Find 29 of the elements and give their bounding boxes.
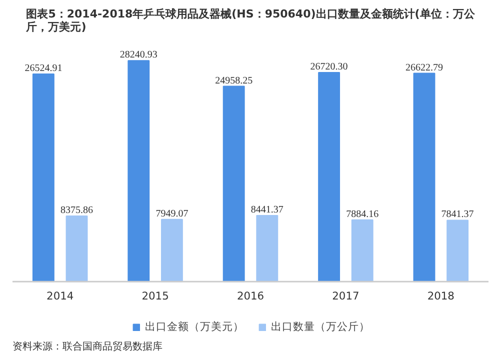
x-tick-label: 2017 bbox=[332, 290, 360, 303]
bar bbox=[160, 218, 183, 282]
legend-label: 出口金额（万美元） bbox=[145, 320, 244, 334]
bar bbox=[222, 86, 245, 282]
bar bbox=[128, 60, 150, 282]
bar bbox=[351, 219, 374, 282]
bar bbox=[256, 215, 278, 282]
data-label: 8441.37 bbox=[250, 204, 284, 216]
x-tick-label: 2014 bbox=[46, 290, 74, 303]
bar bbox=[446, 220, 469, 282]
bar bbox=[413, 72, 436, 282]
text: 资料来源：联合国商品贸易数据库 bbox=[12, 340, 162, 352]
chart-title: 图表5：2014-2018年乒乓球用品及器械(HS：950640)出口数量及金额统计(单位：万公斤，万美元) bbox=[25, 8, 476, 34]
data-label: 24958.25 bbox=[215, 75, 253, 86]
data-label: 8375.86 bbox=[60, 205, 94, 216]
legend-label: 出口数量（万公斤） bbox=[271, 320, 370, 334]
bar bbox=[66, 216, 88, 282]
data-label: 7949.07 bbox=[156, 208, 188, 220]
bar bbox=[318, 72, 340, 282]
x-tick-label: 2018 bbox=[427, 290, 455, 303]
bar bbox=[32, 74, 54, 282]
data-label: 26720.30 bbox=[310, 61, 348, 72]
data-label: 26622.79 bbox=[405, 62, 443, 74]
data-label: 7884.16 bbox=[346, 208, 379, 220]
data-label: 28240.93 bbox=[120, 50, 158, 61]
x-tick-label: 2015 bbox=[142, 290, 169, 303]
data-label: 7841.37 bbox=[441, 209, 474, 220]
x-tick-label: 2016 bbox=[236, 290, 264, 303]
data-label: 26524.91 bbox=[24, 63, 62, 74]
